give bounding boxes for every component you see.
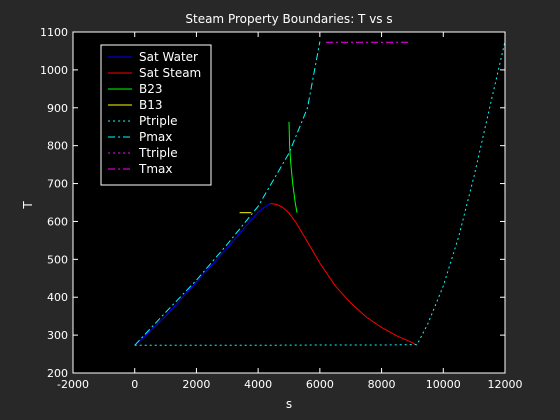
x-tick-label: 6000 <box>306 378 334 391</box>
legend-label: Tmax <box>138 162 172 176</box>
data-series <box>134 41 506 346</box>
x-tick-label: -2000 <box>57 378 89 391</box>
y-axis-title: T <box>21 201 35 210</box>
y-tick-label: 700 <box>47 178 68 191</box>
legend: Sat Water Sat Steam B23 B13 Ptriple Pmax Ttrip… <box>100 44 212 186</box>
y-tick-label: 500 <box>47 253 68 266</box>
x-axis: -2000 0 2000 4000 6000 8000 10000 12000 <box>57 32 523 391</box>
series-line-b23 <box>288 121 298 213</box>
y-tick-label: 200 <box>47 367 68 380</box>
legend-label: Sat Water <box>139 50 198 64</box>
chart-title: Steam Property Boundaries: T vs s <box>185 12 392 26</box>
x-tick-label: 0 <box>131 378 138 391</box>
legend-box <box>100 44 212 186</box>
plot-border <box>72 31 506 374</box>
y-tick-label: 1100 <box>40 26 68 39</box>
legend-label: Sat Steam <box>139 66 201 80</box>
x-tick-label: 2000 <box>182 378 210 391</box>
y-tick-label: 900 <box>47 102 68 115</box>
x-tick-label: 8000 <box>368 378 396 391</box>
x-tick-label: 4000 <box>244 378 272 391</box>
x-tick-label: 10000 <box>426 378 461 391</box>
y-tick-label: 300 <box>47 329 68 342</box>
y-tick-label: 600 <box>47 215 68 228</box>
x-axis-title: s <box>286 397 292 411</box>
y-tick-label: 400 <box>47 291 68 304</box>
y-tick-label: 1000 <box>40 64 68 77</box>
x-tick-label: 12000 <box>488 378 523 391</box>
series-line-pmax <box>134 41 321 346</box>
legend-label: Ttriple <box>138 146 178 160</box>
legend-label: Pmax <box>139 130 172 144</box>
series-line-sat-steam <box>270 203 418 346</box>
legend-label: B13 <box>139 98 163 112</box>
series-line-sat-water <box>134 203 271 346</box>
y-axis: 200 300 400 500 600 700 800 900 1000 1100 <box>40 26 505 380</box>
legend-label: B23 <box>139 82 163 96</box>
y-tick-label: 800 <box>47 140 68 153</box>
legend-label: Ptriple <box>139 114 178 128</box>
